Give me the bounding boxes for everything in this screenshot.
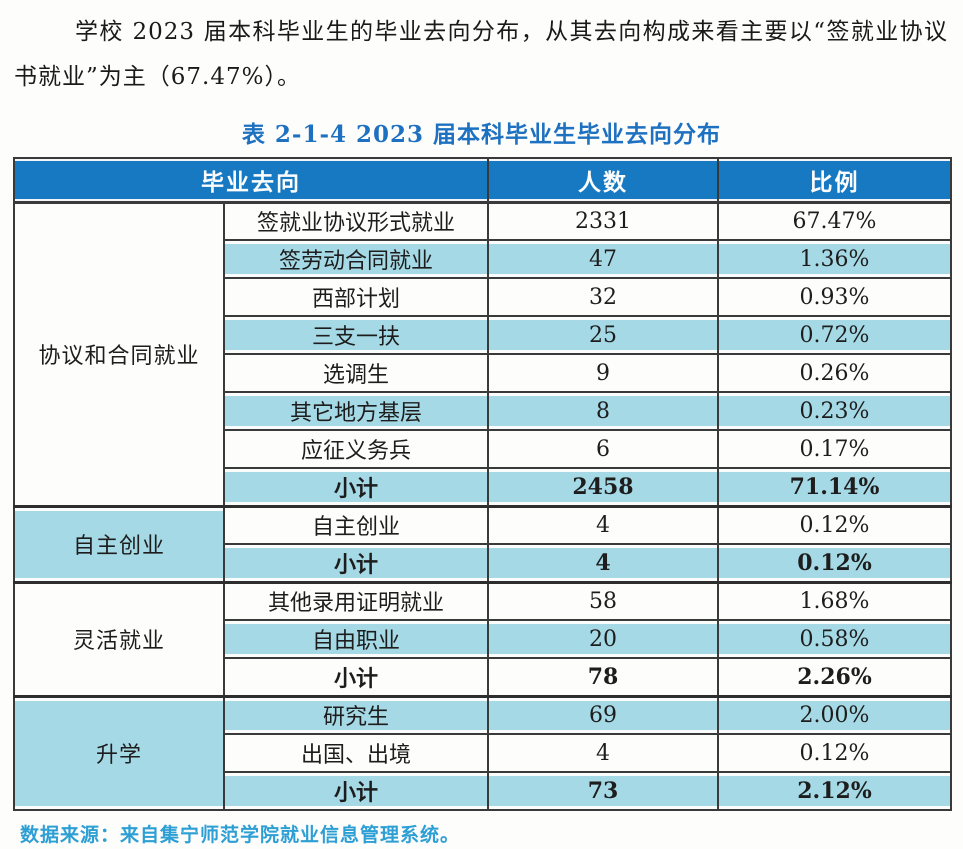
cell-ratio: 0.12% <box>717 543 952 583</box>
cell-label: 西部计划 <box>223 277 489 317</box>
table-row: 升学 研究生 69 2.00% <box>13 694 952 811</box>
cell-count: 2458 <box>487 467 719 507</box>
cell-label: 其它地方基层 <box>223 391 489 431</box>
group-cell: 升学 <box>13 694 225 811</box>
cell-label: 签劳动合同就业 <box>223 239 489 279</box>
table-row: 自主创业 自主创业 4 0.12% <box>13 504 952 583</box>
table-title: 表 2-1-4 2023 届本科毕业生毕业去向分布 <box>241 121 722 148</box>
cell-label: 选调生 <box>223 353 489 393</box>
cell-label: 小计 <box>223 467 489 507</box>
table-row: 小计 73 2.12% <box>14 771 952 811</box>
header-count: 人数 <box>487 157 719 204</box>
cell-ratio: 0.72% <box>717 315 952 355</box>
cell-count: 4 <box>487 504 719 545</box>
table-row: 小计 4 0.12% <box>14 543 952 583</box>
cell-count: 8 <box>487 391 719 431</box>
cell-label: 自由职业 <box>223 619 489 659</box>
table-row: 其它地方基层 8 0.23% <box>14 391 952 431</box>
header-destination: 毕业去向 <box>13 157 489 204</box>
table-row: 协议和合同就业 签就业协议形式就业 2331 67.47% <box>13 200 952 507</box>
table-header-row: 毕业去向 人数 比例 <box>13 157 952 204</box>
table-row: 灵活就业 其他录用证明就业 58 1.68% <box>13 580 952 697</box>
cell-ratio: 0.93% <box>717 277 952 317</box>
cell-ratio: 71.14% <box>717 467 952 507</box>
cell-label: 小计 <box>223 771 489 811</box>
table-row: 三支一扶 25 0.72% <box>14 315 952 355</box>
cell-ratio: 2.12% <box>717 771 952 811</box>
cell-ratio: 67.47% <box>717 200 952 241</box>
header-ratio: 比例 <box>717 157 952 204</box>
cell-ratio: 0.26% <box>717 353 952 393</box>
graduate-destination-table: 毕业去向 人数 比例 协议和合同就业 签就业协议形式就业 2331 67.47% 签劳动… <box>13 157 952 811</box>
cell-count: 78 <box>487 657 719 697</box>
cell-count: 25 <box>487 315 719 355</box>
table-row: 小计 78 2.26% <box>14 657 952 697</box>
cell-label: 小计 <box>223 657 489 697</box>
table-row: 小计 2458 71.14% <box>14 467 952 507</box>
cell-label: 小计 <box>223 543 489 583</box>
cell-count: 4 <box>487 733 719 773</box>
table-row: 应征义务兵 6 0.17% <box>14 429 952 469</box>
cell-label: 三支一扶 <box>223 315 489 355</box>
group-cell: 协议和合同就业 <box>13 200 225 507</box>
cell-label: 应征义务兵 <box>223 429 489 469</box>
data-source-note: 数据来源：来自集宁师范学院就业信息管理系统。 <box>20 824 461 846</box>
cell-count: 20 <box>487 619 719 659</box>
cell-count: 32 <box>487 277 719 317</box>
table-row: 签劳动合同就业 47 1.36% <box>14 239 952 279</box>
table-row: 选调生 9 0.26% <box>14 353 952 393</box>
cell-ratio: 0.23% <box>717 391 952 431</box>
intro-paragraph: 学校 2023 届本科毕业生的毕业去向分布，从其去向构成来看主要以“签就业协议书… <box>14 19 948 90</box>
cell-ratio: 0.12% <box>717 504 952 545</box>
cell-ratio: 0.17% <box>717 429 952 469</box>
cell-count: 73 <box>487 771 719 811</box>
table-row: 西部计划 32 0.93% <box>14 277 952 317</box>
cell-count: 6 <box>487 429 719 469</box>
cell-count: 58 <box>487 580 719 621</box>
cell-ratio: 2.26% <box>717 657 952 697</box>
group-cell: 自主创业 <box>13 504 225 583</box>
cell-label: 签就业协议形式就业 <box>223 200 489 241</box>
group-cell: 灵活就业 <box>13 580 225 697</box>
cell-count: 4 <box>487 543 719 583</box>
cell-count: 9 <box>487 353 719 393</box>
cell-count: 69 <box>487 694 719 735</box>
cell-ratio: 0.12% <box>717 733 952 773</box>
table-body: 协议和合同就业 签就业协议形式就业 2331 67.47% 签劳动合同就业 47 1.36%… <box>13 200 952 811</box>
cell-label: 自主创业 <box>223 504 489 545</box>
table-row: 出国、出境 4 0.12% <box>14 733 952 773</box>
cell-label: 研究生 <box>223 694 489 735</box>
cell-count: 47 <box>487 239 719 279</box>
cell-ratio: 1.68% <box>717 580 952 621</box>
cell-label: 出国、出境 <box>223 733 489 773</box>
cell-ratio: 1.36% <box>717 239 952 279</box>
table-row: 自由职业 20 0.58% <box>14 619 952 659</box>
cell-ratio: 0.58% <box>717 619 952 659</box>
table-header: 毕业去向 人数 比例 <box>13 157 952 204</box>
cell-ratio: 2.00% <box>717 694 952 735</box>
cell-label: 其他录用证明就业 <box>223 580 489 621</box>
cell-count: 2331 <box>487 200 719 241</box>
